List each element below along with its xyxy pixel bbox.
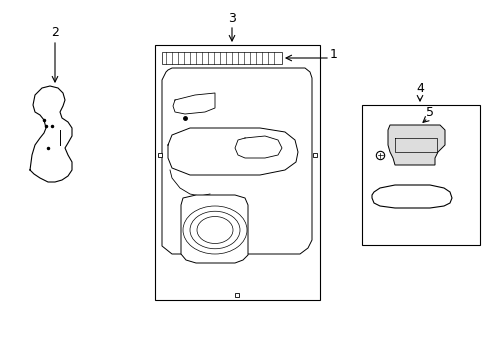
- Text: 4: 4: [415, 81, 423, 94]
- Text: 2: 2: [51, 26, 59, 39]
- Polygon shape: [371, 185, 451, 208]
- Text: 1: 1: [329, 49, 337, 62]
- Polygon shape: [181, 195, 247, 263]
- Polygon shape: [162, 68, 311, 254]
- Bar: [361, 105, 479, 245]
- Text: 3: 3: [227, 12, 235, 24]
- Text: 5: 5: [425, 105, 433, 118]
- Bar: [155, 45, 319, 300]
- Bar: [162, 52, 282, 64]
- Polygon shape: [387, 125, 444, 165]
